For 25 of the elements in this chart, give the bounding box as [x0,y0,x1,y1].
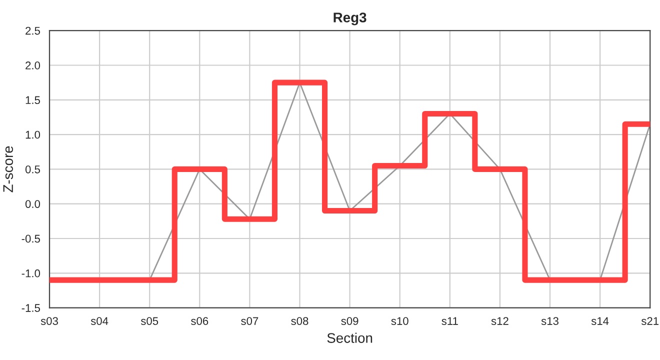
y-tick-label: -0.5 [22,234,40,243]
chart-title: Reg3 [334,12,366,26]
x-tick-label: s07 [241,317,258,325]
x-tick-label: s10 [391,317,408,325]
y-tick-label: 1.5 [26,96,40,104]
x-axis-title: Section [327,332,372,343]
x-tick-label: s11 [442,317,458,325]
x-tick-label: s12 [491,317,508,325]
x-tick-label: s09 [341,317,358,325]
x-tick-label: s21 [641,317,659,325]
y-tick-label: 0.5 [25,165,40,174]
y-tick-label: 1.0 [26,130,40,139]
x-tick-label: s14 [591,317,609,325]
y-tick-label: -1.0 [22,269,40,278]
y-tick-label: -1.5 [22,304,40,312]
x-tick-label: s04 [90,317,108,325]
x-tick-label: s05 [140,317,158,325]
x-tick-label: s03 [40,317,58,325]
y-axis-title: Z-score [3,146,14,192]
y-tick-label: 2.0 [26,62,40,70]
y-tick-label: 2.5 [26,26,40,35]
y-tick-label: 0.0 [25,200,40,208]
x-tick-label: s13 [541,317,558,325]
x-tick-label: s06 [191,317,208,325]
x-tick-label: s08 [291,317,308,325]
